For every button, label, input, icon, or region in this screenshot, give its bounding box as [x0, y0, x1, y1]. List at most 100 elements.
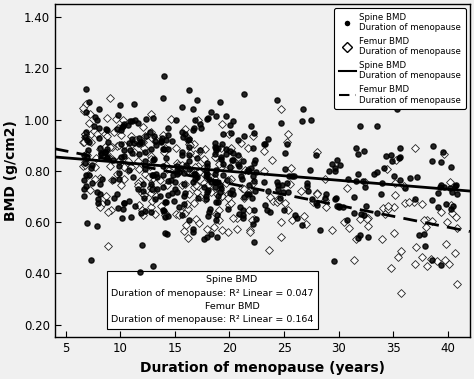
- Point: [135, 202, 142, 208]
- Point: [239, 215, 247, 221]
- Point: [118, 215, 125, 221]
- Point: [185, 168, 193, 174]
- Point: [448, 189, 456, 195]
- Point: [312, 152, 319, 158]
- Point: [147, 185, 155, 191]
- Point: [396, 155, 403, 161]
- Point: [147, 184, 155, 190]
- Point: [237, 204, 244, 210]
- Point: [434, 190, 442, 196]
- Point: [225, 177, 232, 183]
- Point: [343, 185, 351, 191]
- Point: [411, 196, 419, 202]
- Point: [159, 184, 166, 190]
- Point: [212, 147, 220, 153]
- Point: [82, 133, 89, 139]
- Point: [180, 193, 188, 199]
- Point: [173, 167, 181, 173]
- Point: [164, 177, 172, 183]
- Point: [80, 139, 87, 145]
- Point: [227, 144, 234, 150]
- Legend: Spine BMD
Duration of menopause, Femur BMD
Duration of menopause, Spine BMD
Dura: Spine BMD Duration of menopause, Femur B…: [334, 8, 465, 109]
- Point: [164, 192, 172, 198]
- Point: [266, 194, 273, 200]
- Point: [282, 200, 289, 206]
- Point: [81, 161, 88, 168]
- Point: [401, 185, 409, 191]
- Point: [283, 139, 291, 146]
- Point: [147, 111, 155, 117]
- Point: [151, 133, 158, 139]
- Point: [149, 186, 157, 192]
- Point: [85, 172, 93, 178]
- Point: [206, 174, 214, 180]
- Point: [202, 173, 210, 179]
- Point: [275, 197, 283, 203]
- Point: [217, 145, 225, 151]
- Point: [300, 106, 307, 113]
- Point: [244, 191, 251, 197]
- Point: [128, 150, 136, 156]
- Point: [140, 192, 147, 198]
- Point: [356, 123, 364, 129]
- Point: [453, 225, 461, 231]
- Point: [183, 168, 191, 174]
- Point: [178, 165, 185, 171]
- Point: [193, 97, 201, 103]
- Point: [157, 193, 164, 199]
- Point: [229, 215, 237, 221]
- Point: [428, 197, 436, 203]
- Point: [226, 164, 233, 170]
- Point: [148, 172, 156, 178]
- Point: [81, 159, 88, 165]
- Point: [92, 155, 100, 161]
- Point: [437, 209, 445, 215]
- Point: [88, 162, 95, 168]
- Point: [396, 177, 403, 183]
- Point: [331, 168, 338, 174]
- Point: [218, 185, 225, 191]
- Point: [184, 137, 192, 143]
- Point: [202, 196, 210, 202]
- Point: [82, 86, 90, 92]
- Point: [286, 180, 294, 186]
- Point: [381, 211, 388, 217]
- Point: [239, 211, 246, 218]
- Point: [128, 141, 136, 147]
- Point: [313, 149, 320, 155]
- Point: [182, 125, 189, 132]
- Point: [80, 186, 88, 193]
- Point: [179, 135, 187, 141]
- Point: [149, 198, 156, 204]
- Point: [410, 199, 418, 205]
- Point: [387, 152, 394, 158]
- Point: [216, 189, 224, 195]
- Point: [101, 144, 109, 150]
- Point: [365, 215, 372, 221]
- Point: [96, 175, 104, 182]
- Point: [186, 142, 194, 148]
- Point: [308, 117, 315, 123]
- Point: [218, 227, 226, 233]
- Point: [103, 155, 110, 161]
- Point: [328, 227, 336, 233]
- Point: [393, 106, 401, 112]
- Point: [157, 138, 165, 144]
- Point: [222, 146, 229, 152]
- Point: [388, 158, 396, 164]
- Point: [216, 158, 224, 164]
- Point: [352, 179, 360, 185]
- Point: [184, 135, 191, 141]
- Point: [241, 194, 248, 200]
- Point: [260, 179, 267, 185]
- Point: [174, 169, 182, 175]
- Point: [103, 193, 110, 199]
- Point: [82, 182, 90, 188]
- Text: Spine BMD
Duration of menopause: R² Linear = 0.047
             Femur BMD
Durati: Spine BMD Duration of menopause: R² Line…: [111, 276, 314, 324]
- Point: [164, 146, 172, 152]
- Point: [152, 142, 160, 148]
- Point: [274, 196, 282, 202]
- Point: [423, 217, 431, 223]
- Point: [333, 203, 341, 209]
- Point: [83, 220, 91, 226]
